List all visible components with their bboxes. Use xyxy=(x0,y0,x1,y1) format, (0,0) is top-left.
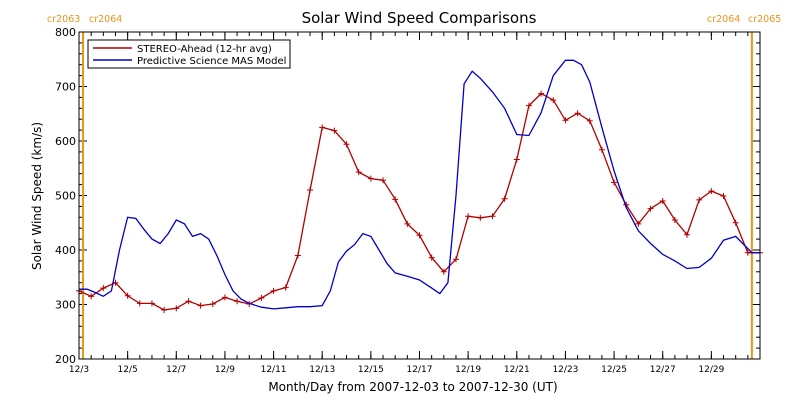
data-point xyxy=(185,298,192,305)
data-point xyxy=(404,220,411,227)
legend-box xyxy=(87,39,291,69)
data-point xyxy=(452,256,459,263)
data-point xyxy=(100,285,107,292)
data-point xyxy=(586,117,593,124)
data-point xyxy=(392,196,399,203)
data-point xyxy=(270,287,277,294)
y-axis: 200 300 400 500 600 700 800 xyxy=(55,26,760,366)
data-point xyxy=(209,300,216,307)
y-tick-label: 400 xyxy=(55,244,76,257)
data-point xyxy=(659,197,666,204)
data-point xyxy=(343,141,350,148)
data-point xyxy=(550,97,557,104)
data-point xyxy=(136,300,143,307)
data-point xyxy=(489,213,496,220)
data-point xyxy=(161,306,168,313)
data-point xyxy=(173,305,180,312)
chart-title: Solar Wind Speed Comparisons xyxy=(302,9,537,27)
x-tick-label: 12/25 xyxy=(601,365,627,375)
data-point xyxy=(574,110,581,117)
y-tick-label: 600 xyxy=(55,135,76,148)
y-tick-label: 200 xyxy=(55,353,76,366)
x-tick-label: 12/3 xyxy=(69,365,89,375)
x-tick-label: 12/15 xyxy=(358,365,384,375)
data-point xyxy=(331,127,338,134)
data-point xyxy=(684,231,691,238)
data-point xyxy=(525,102,532,109)
x-tick-label: 12/27 xyxy=(650,365,676,375)
data-point xyxy=(319,124,326,131)
carrington-rotation-labels: cr2063 cr2064 cr2064 cr2065 xyxy=(47,14,781,25)
data-point xyxy=(744,249,751,256)
data-point xyxy=(294,252,301,259)
data-point xyxy=(355,169,362,176)
x-tick-label: 12/5 xyxy=(118,365,138,375)
data-point xyxy=(88,293,95,300)
data-point xyxy=(696,196,703,203)
y-tick-label: 800 xyxy=(55,26,76,39)
data-point xyxy=(282,284,289,291)
x-tick-label: 12/21 xyxy=(504,365,530,375)
data-point xyxy=(380,177,387,184)
data-point xyxy=(598,146,605,153)
data-point xyxy=(148,300,155,307)
data-point xyxy=(671,217,678,224)
x-axis-title: Month/Day from 2007-12-03 to 2007-12-30 … xyxy=(268,380,557,394)
data-point xyxy=(124,292,131,299)
carrington-label: cr2063 xyxy=(47,14,80,25)
carrington-label: cr2064 xyxy=(89,14,122,25)
data-point xyxy=(197,302,204,309)
data-point xyxy=(307,187,314,194)
series-line-1 xyxy=(79,59,760,310)
data-point xyxy=(708,188,715,195)
data-point xyxy=(720,193,727,200)
data-point xyxy=(513,156,520,163)
carrington-markers xyxy=(82,32,753,359)
data-point xyxy=(538,90,545,97)
y-tick-label: 300 xyxy=(55,299,76,312)
data-point xyxy=(367,175,374,182)
data-point xyxy=(732,219,739,226)
x-tick-label: 12/29 xyxy=(698,365,724,375)
x-axis: 12/3 12/5 12/7 12/9 12/11 12/13 12/15 12/17 12/1… xyxy=(69,32,761,375)
x-tick-label: 12/23 xyxy=(552,365,578,375)
carrington-label: cr2064 xyxy=(707,14,740,25)
series-line-0 xyxy=(78,92,760,311)
x-tick-label: 12/9 xyxy=(215,365,235,375)
x-tick-label: 12/11 xyxy=(261,365,287,375)
data-point xyxy=(501,195,508,202)
data-point xyxy=(647,205,654,212)
data-point xyxy=(635,220,642,227)
data-point xyxy=(440,268,447,275)
plot-frame xyxy=(78,31,761,360)
data-point xyxy=(416,232,423,239)
x-tick-label: 12/17 xyxy=(407,365,433,375)
y-axis-title: Solar Wind Speed (km/s) xyxy=(30,122,44,270)
legend-label: Predictive Science MAS Model xyxy=(137,56,286,67)
data-point xyxy=(477,214,484,221)
x-tick-label: 12/13 xyxy=(309,365,335,375)
x-tick-label: 12/19 xyxy=(455,365,481,375)
data-point xyxy=(258,294,265,301)
legend: STEREO-Ahead (12-hr avg)Predictive Scien… xyxy=(87,39,291,69)
series-lines xyxy=(76,59,763,313)
y-tick-label: 700 xyxy=(55,81,76,94)
data-point xyxy=(562,117,569,124)
data-point xyxy=(428,254,435,261)
data-point xyxy=(611,179,618,186)
data-point xyxy=(234,298,241,305)
legend-label: STEREO-Ahead (12-hr avg) xyxy=(137,44,272,55)
data-point xyxy=(465,213,472,220)
x-tick-label: 12/7 xyxy=(166,365,186,375)
carrington-label: cr2065 xyxy=(748,14,781,25)
data-point xyxy=(221,294,228,301)
y-tick-label: 500 xyxy=(55,190,76,203)
